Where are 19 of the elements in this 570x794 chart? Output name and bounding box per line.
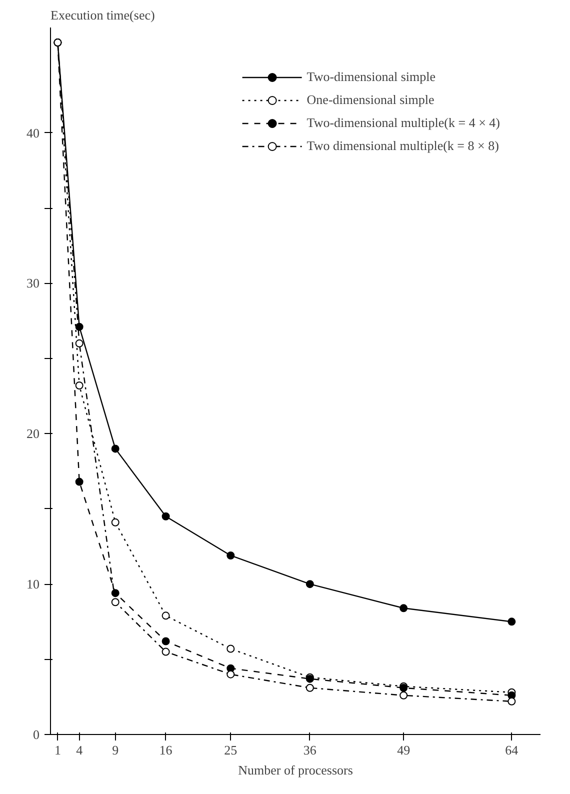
- x-axis-title: Number of processors: [238, 762, 353, 778]
- y-tick-label: 30: [26, 276, 40, 291]
- y-tick-label: 10: [26, 576, 40, 592]
- legend-label: Two-dimensional multiple(k = 4 × 4): [306, 115, 500, 131]
- x-tick-label: 4: [76, 742, 84, 758]
- y-tick-label: 0: [33, 727, 40, 742]
- legend-label: One-dimensional simple: [306, 92, 434, 108]
- legend-label: Two dimensional multiple(k = 8 × 8): [306, 138, 499, 154]
- y-tick-label: 40: [26, 125, 40, 140]
- y-axis-title: Execution time(sec): [50, 8, 155, 22]
- x-tick-label: 25: [224, 742, 238, 758]
- x-tick-label: 16: [159, 742, 173, 758]
- y-tick-label: 20: [26, 426, 40, 442]
- x-tick-label: 1: [54, 742, 61, 758]
- legend-label: Two-dimensional simple: [306, 69, 436, 85]
- x-tick-label: 49: [397, 742, 410, 758]
- x-tick-label: 64: [505, 742, 519, 758]
- x-tick-label: 9: [112, 742, 119, 758]
- x-tick-label: 36: [303, 742, 317, 758]
